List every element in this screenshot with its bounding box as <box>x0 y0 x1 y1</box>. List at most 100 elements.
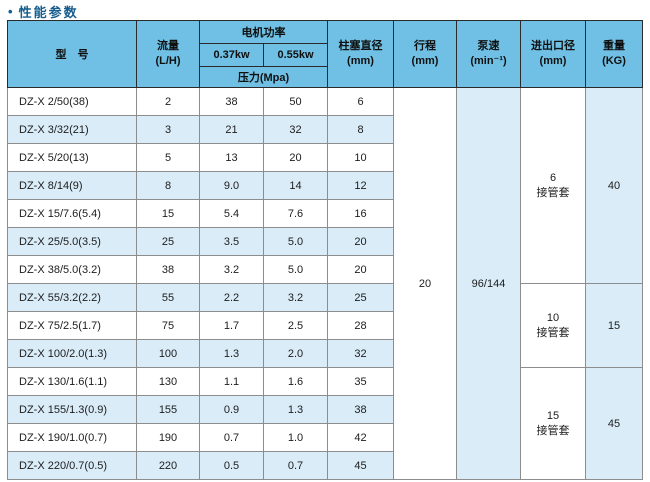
cell-pressure-037: 13 <box>199 143 264 172</box>
col-header-speed-line1: 泵速 <box>477 40 500 53</box>
cell-model: DZ-X 55/3.2(2.2) <box>7 283 137 312</box>
merged-cell-stroke: 20 <box>393 87 457 480</box>
cell-flow: 3 <box>136 115 200 144</box>
cell-pressure-037: 0.5 <box>199 451 264 480</box>
table-row: DZ-X 38/5.0(3.2) 38 3.2 5.0 20 <box>7 255 643 284</box>
cell-pressure-037: 1.3 <box>199 339 264 368</box>
cell-flow: 130 <box>136 367 200 396</box>
cell-plunger: 6 <box>327 87 394 116</box>
cell-plunger: 45 <box>327 451 394 480</box>
cell-plunger: 28 <box>327 311 394 340</box>
col-header-weight: 重量 (KG) <box>585 20 643 88</box>
col-header-stroke-line1: 行程 <box>414 40 436 53</box>
cell-pressure-037: 3.5 <box>199 227 264 256</box>
col-header-power-037: 0.37kw <box>199 43 264 67</box>
port-group2-value: 10 <box>546 311 560 324</box>
page-title-text: 性能参数 <box>18 5 79 20</box>
cell-pressure-037: 9.0 <box>199 171 264 200</box>
cell-plunger: 20 <box>327 227 394 256</box>
port-group2-label: 接管套 <box>536 326 570 339</box>
cell-pressure-055: 5.0 <box>263 255 328 284</box>
col-header-motor-power: 电机功率 <box>199 20 328 44</box>
cell-model: DZ-X 220/0.7(0.5) <box>7 451 137 480</box>
cell-pressure-037: 21 <box>199 115 264 144</box>
cell-flow: 38 <box>136 255 200 284</box>
cell-model: DZ-X 38/5.0(3.2) <box>7 255 137 284</box>
cell-model: DZ-X 2/50(38) <box>7 87 137 116</box>
col-header-port: 进出口径 (mm) <box>520 20 586 88</box>
col-header-weight-line1: 重量 <box>603 40 625 53</box>
table-row: DZ-X 15/7.6(5.4) 15 5.4 7.6 16 <box>7 199 643 228</box>
cell-pressure-055: 2.5 <box>263 311 328 340</box>
cell-pressure-037: 38 <box>199 87 264 116</box>
cell-flow: 25 <box>136 227 200 256</box>
table-row: DZ-X 220/0.7(0.5) 220 0.5 0.7 45 <box>7 451 643 480</box>
cell-pressure-055: 50 <box>263 87 328 116</box>
cell-pressure-055: 1.6 <box>263 367 328 396</box>
cell-pressure-037: 1.7 <box>199 311 264 340</box>
port-group3-value: 15 <box>546 409 560 422</box>
merged-cell-speed: 96/144 <box>456 87 521 480</box>
col-header-flow: 流量 (L/H) <box>136 20 200 88</box>
cell-model: DZ-X 190/1.0(0.7) <box>7 423 137 452</box>
cell-pressure-055: 0.7 <box>263 451 328 480</box>
col-header-port-line1: 进出口径 <box>531 40 575 53</box>
cell-flow: 75 <box>136 311 200 340</box>
table-row: DZ-X 5/20(13) 5 13 20 10 <box>7 143 643 172</box>
cell-pressure-055: 5.0 <box>263 227 328 256</box>
cell-pressure-037: 5.4 <box>199 199 264 228</box>
cell-plunger: 35 <box>327 367 394 396</box>
cell-pressure-055: 1.3 <box>263 395 328 424</box>
col-header-stroke-line2: (mm) <box>411 55 439 67</box>
cell-model: DZ-X 100/2.0(1.3) <box>7 339 137 368</box>
table-row: DZ-X 2/50(38) 2 38 50 6 20 96/144 6 接管套 … <box>7 87 643 480</box>
cell-flow: 155 <box>136 395 200 424</box>
merged-cell-weight-group3: 45 <box>585 367 643 480</box>
cell-plunger: 12 <box>327 171 394 200</box>
cell-plunger: 16 <box>327 199 394 228</box>
cell-model: DZ-X 130/1.6(1.1) <box>7 367 137 396</box>
cell-pressure-055: 20 <box>263 143 328 172</box>
table-row: DZ-X 130/1.6(1.1) 130 1.1 1.6 35 15 接管套 … <box>7 367 643 480</box>
cell-model: DZ-X 155/1.3(0.9) <box>7 395 137 424</box>
port-group1-label: 接管套 <box>536 186 570 199</box>
cell-plunger: 25 <box>327 283 394 312</box>
port-group1-value: 6 <box>549 171 557 184</box>
table-row: DZ-X 55/3.2(2.2) 55 2.2 3.2 25 10 接管套 15 <box>7 283 643 368</box>
cell-flow: 2 <box>136 87 200 116</box>
cell-pressure-037: 0.7 <box>199 423 264 452</box>
cell-model: DZ-X 3/32(21) <box>7 115 137 144</box>
cell-model: DZ-X 15/7.6(5.4) <box>7 199 137 228</box>
cell-pressure-055: 14 <box>263 171 328 200</box>
bullet-icon: • <box>8 4 13 19</box>
col-header-port-line2: (mm) <box>539 55 567 67</box>
cell-pressure-055: 7.6 <box>263 199 328 228</box>
table-row: DZ-X 25/5.0(3.5) 25 3.5 5.0 20 <box>7 227 643 256</box>
cell-model: DZ-X 75/2.5(1.7) <box>7 311 137 340</box>
merged-cell-weight-group2: 15 <box>585 283 643 368</box>
cell-pressure-037: 3.2 <box>199 255 264 284</box>
cell-flow: 100 <box>136 339 200 368</box>
merged-cell-port-group2: 10 接管套 <box>520 283 586 368</box>
table-row: DZ-X 8/14(9) 8 9.0 14 12 <box>7 171 643 200</box>
cell-plunger: 32 <box>327 339 394 368</box>
cell-plunger: 8 <box>327 115 394 144</box>
table-row: DZ-X 100/2.0(1.3) 100 1.3 2.0 32 <box>7 339 643 368</box>
col-header-weight-line2: (KG) <box>602 55 626 67</box>
spec-table: 型 号 流量 (L/H) 电机功率 柱塞直径 (mm) 行程 (mm) 泵速 (… <box>7 20 643 480</box>
table-row: DZ-X 190/1.0(0.7) 190 0.7 1.0 42 <box>7 423 643 452</box>
col-header-speed-line2: (min⁻¹) <box>470 55 507 67</box>
col-header-plunger-line2: (mm) <box>347 55 374 67</box>
cell-plunger: 38 <box>327 395 394 424</box>
port-group3-label: 接管套 <box>536 424 570 437</box>
col-header-stroke: 行程 (mm) <box>393 20 457 88</box>
cell-pressure-055: 32 <box>263 115 328 144</box>
col-header-model: 型 号 <box>7 20 137 88</box>
cell-model: DZ-X 25/5.0(3.5) <box>7 227 137 256</box>
cell-model: DZ-X 5/20(13) <box>7 143 137 172</box>
cell-plunger: 20 <box>327 255 394 284</box>
merged-cell-weight-group1: 40 <box>585 87 643 284</box>
cell-pressure-055: 1.0 <box>263 423 328 452</box>
cell-pressure-055: 3.2 <box>263 283 328 312</box>
col-header-flow-line1: 流量 <box>157 40 179 53</box>
